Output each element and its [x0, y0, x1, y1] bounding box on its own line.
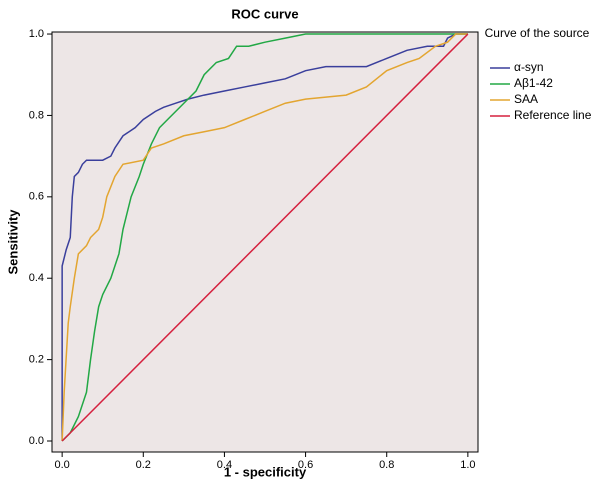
legend-label: α-syn	[514, 60, 544, 74]
y-tick-label: 0.0	[29, 435, 44, 447]
plot-area	[51, 31, 479, 453]
legend-label: SAA	[514, 92, 538, 106]
chart-title: ROC curve	[231, 6, 298, 21]
y-tick-label: 0.4	[29, 272, 44, 284]
legend-title: Curve of the source	[484, 26, 590, 40]
x-axis-title: 1 - specificity	[224, 464, 307, 479]
legend-label: Aβ1-42	[514, 76, 553, 90]
series-line	[61, 33, 468, 442]
x-tick-label: 0.2	[136, 459, 151, 471]
series-line	[61, 33, 468, 442]
legend-title-box: Curve of the source	[484, 26, 590, 40]
x-tick-label: 0.6	[298, 459, 313, 471]
y-tick-label: 0.8	[29, 109, 44, 121]
series-line	[61, 33, 469, 442]
x-tick-label: 0.4	[217, 459, 232, 471]
series-line	[61, 33, 468, 442]
y-tick-label: 0.6	[29, 191, 44, 203]
y-axis-title: Sensitivity	[5, 209, 20, 275]
y-tick-label: 1.0	[29, 28, 44, 40]
x-tick-label: 0.8	[379, 459, 394, 471]
x-tick-label: 0.0	[54, 459, 69, 471]
legend-label: Reference line	[514, 108, 592, 122]
y-tick-label: 0.2	[29, 354, 44, 366]
x-tick-label: 1.0	[460, 459, 475, 471]
